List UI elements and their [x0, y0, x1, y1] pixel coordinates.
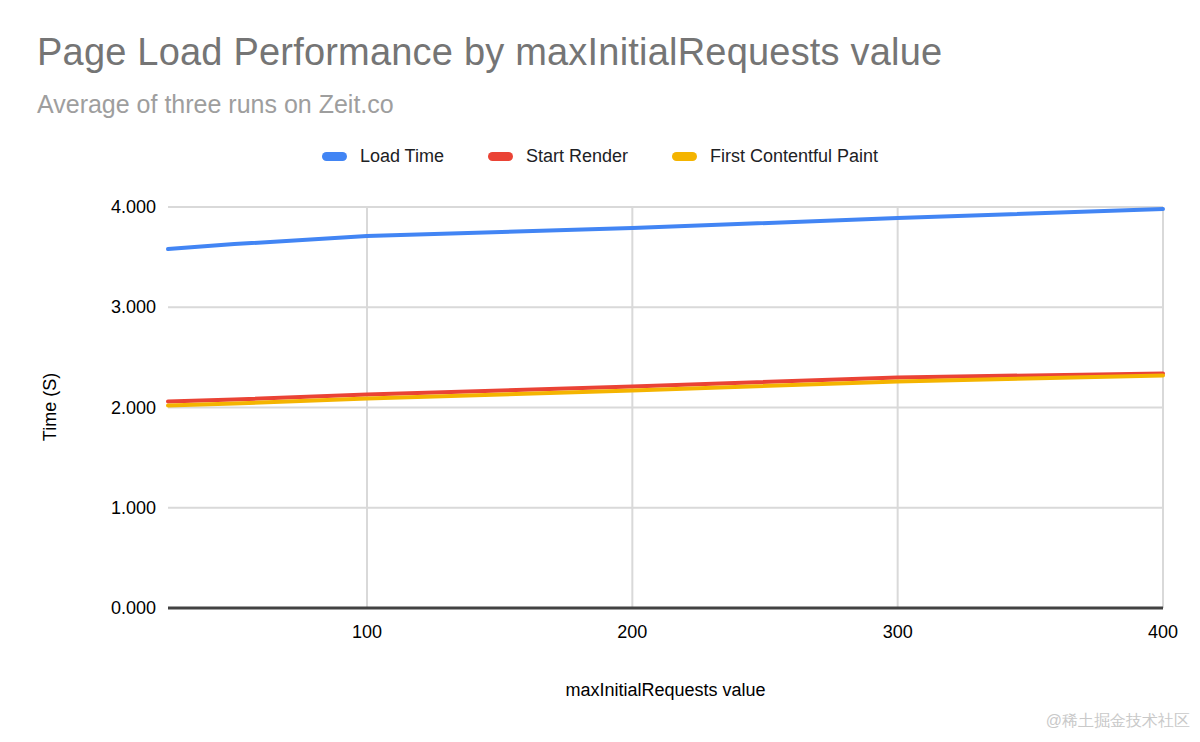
y-tick-label: 4.000: [111, 197, 156, 217]
y-tick-label: 3.000: [111, 297, 156, 317]
x-tick-label: 200: [617, 622, 647, 642]
x-tick-label: 300: [883, 622, 913, 642]
x-axis-title: maxInitialRequests value: [168, 680, 1163, 701]
y-tick-label: 2.000: [111, 398, 156, 418]
y-axis-title: Time (S): [40, 373, 61, 441]
series-line-load-time: [168, 209, 1163, 249]
y-tick-label: 0.000: [111, 598, 156, 618]
watermark: @稀土掘金技术社区: [1046, 711, 1190, 732]
x-tick-label: 400: [1148, 622, 1178, 642]
series-line-first-contentful-paint: [168, 375, 1163, 405]
chart-plot-area: 0.000 1.000 2.000 3.000 4.000 100 200 300 400: [0, 0, 1200, 742]
x-tick-label: 100: [352, 622, 382, 642]
y-tick-label: 1.000: [111, 498, 156, 518]
